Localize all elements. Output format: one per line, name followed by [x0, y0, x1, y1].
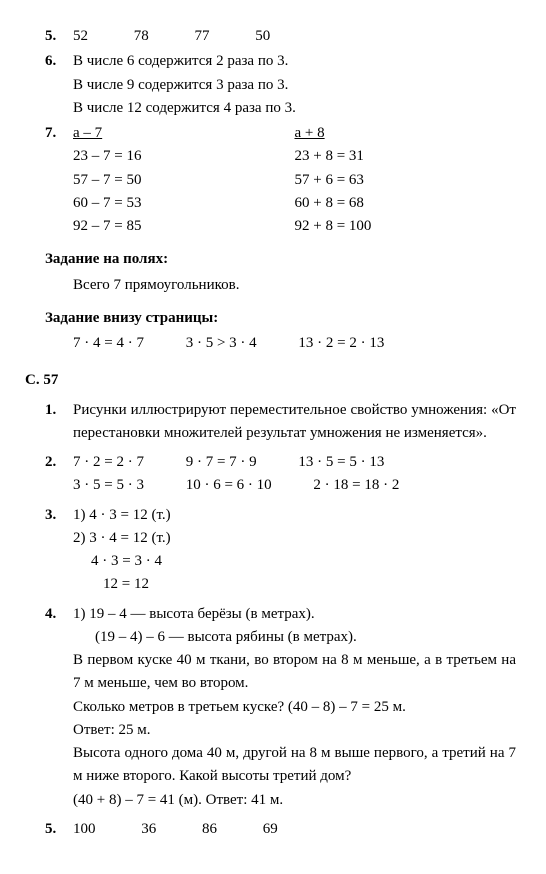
column-right: a + 8 23 + 8 = 31 57 + 6 = 63 60 + 8 = 6…: [295, 122, 517, 238]
q2: 2. 7 · 2 = 2 · 7 9 · 7 = 7 · 9 13 · 5 = …: [45, 451, 516, 498]
item-body: Рисунки иллюстрируют переместительное св…: [73, 399, 516, 446]
item-body: 100 36 86 69: [73, 818, 516, 841]
value: 52: [73, 25, 88, 48]
item-5: 5. 52 78 77 50: [45, 25, 516, 48]
equation: 2 · 18 = 18 · 2: [313, 474, 399, 497]
equation: 13 · 5 = 5 · 13: [298, 451, 384, 474]
equation: 3 · 5 = 5 · 3: [73, 474, 144, 497]
item-body: a – 7 23 – 7 = 16 57 – 7 = 50 60 – 7 = 5…: [73, 122, 516, 238]
equation: 57 – 7 = 50: [73, 169, 295, 192]
page-marker: С. 57: [25, 369, 516, 392]
q4: 4. 1) 19 – 4 — высота берёзы (в метрах).…: [45, 603, 516, 812]
item-number: 5.: [45, 818, 73, 841]
equation: 23 – 7 = 16: [73, 145, 295, 168]
equation: 92 – 7 = 85: [73, 215, 295, 238]
equation: 57 + 6 = 63: [295, 169, 517, 192]
item-6: 6. В числе 6 содержится 2 раза по 3. В ч…: [45, 50, 516, 120]
item-7: 7. a – 7 23 – 7 = 16 57 – 7 = 50 60 – 7 …: [45, 122, 516, 238]
section-body: 7 · 4 = 4 · 7 3 · 5 > 3 · 4 13 · 2 = 2 ·…: [45, 332, 516, 355]
equation: 60 + 8 = 68: [295, 192, 517, 215]
line: 2) 3 · 4 = 12 (т.): [73, 527, 516, 550]
equation: 92 + 8 = 100: [295, 215, 517, 238]
item-body: В числе 6 содержится 2 раза по 3. В числ…: [73, 50, 516, 120]
value: 50: [255, 25, 270, 48]
line: Ответ: 25 м.: [73, 719, 516, 742]
equation: 7 · 4 = 4 · 7: [73, 332, 144, 355]
line: 1) 19 – 4 — высота берёзы (в метрах).: [73, 603, 516, 626]
equation: 9 · 7 = 7 · 9: [186, 451, 257, 474]
line: 1) 4 · 3 = 12 (т.): [73, 504, 516, 527]
column-left: a – 7 23 – 7 = 16 57 – 7 = 50 60 – 7 = 5…: [73, 122, 295, 238]
value: 86: [202, 818, 217, 841]
value: 78: [134, 25, 149, 48]
line: В числе 9 содержится 3 раза по 3.: [73, 74, 516, 97]
line: В первом куске 40 м ткани, во втором на …: [73, 649, 516, 696]
q1: 1. Рисунки иллюстрируют переместительное…: [45, 399, 516, 446]
equation: 3 · 5 > 3 · 4: [186, 332, 257, 355]
line: (19 – 4) – 6 — высота рябины (в метрах).: [73, 626, 516, 649]
item-number: 1.: [45, 399, 73, 422]
value: 77: [195, 25, 210, 48]
line: Сколько метров в третьем куске? (40 – 8)…: [73, 696, 516, 719]
section-header: Задание внизу страницы:: [45, 307, 516, 330]
line: В числе 12 содержится 4 раза по 3.: [73, 97, 516, 120]
section-text: Всего 7 прямоугольников.: [45, 274, 516, 297]
item-number: 5.: [45, 25, 73, 48]
equation: 60 – 7 = 53: [73, 192, 295, 215]
value: 100: [73, 818, 96, 841]
q3: 3. 1) 4 · 3 = 12 (т.) 2) 3 · 4 = 12 (т.)…: [45, 504, 516, 597]
section-header: Задание на полях:: [45, 248, 516, 271]
equation: 10 · 6 = 6 · 10: [186, 474, 272, 497]
item-number: 4.: [45, 603, 73, 626]
item-number: 6.: [45, 50, 73, 73]
line: 4 · 3 = 3 · 4: [73, 550, 516, 573]
value: 36: [141, 818, 156, 841]
item-number: 7.: [45, 122, 73, 145]
equation: 13 · 2 = 2 · 13: [298, 332, 384, 355]
col-header: a + 8: [295, 125, 325, 141]
line: В числе 6 содержится 2 раза по 3.: [73, 50, 516, 73]
item-body: 1) 19 – 4 — высота берёзы (в метрах). (1…: [73, 603, 516, 812]
equation: 23 + 8 = 31: [295, 145, 517, 168]
value: 69: [263, 818, 278, 841]
col-header: a – 7: [73, 125, 102, 141]
item-body: 52 78 77 50: [73, 25, 516, 48]
q5: 5. 100 36 86 69: [45, 818, 516, 841]
item-number: 2.: [45, 451, 73, 474]
item-number: 3.: [45, 504, 73, 527]
line: (40 + 8) – 7 = 41 (м). Ответ: 41 м.: [73, 789, 516, 812]
item-body: 7 · 2 = 2 · 7 9 · 7 = 7 · 9 13 · 5 = 5 ·…: [73, 451, 516, 498]
line: 12 = 12: [73, 573, 516, 596]
item-body: 1) 4 · 3 = 12 (т.) 2) 3 · 4 = 12 (т.) 4 …: [73, 504, 516, 597]
line: Высота одного дома 40 м, другой на 8 м в…: [73, 742, 516, 789]
equation: 7 · 2 = 2 · 7: [73, 451, 144, 474]
